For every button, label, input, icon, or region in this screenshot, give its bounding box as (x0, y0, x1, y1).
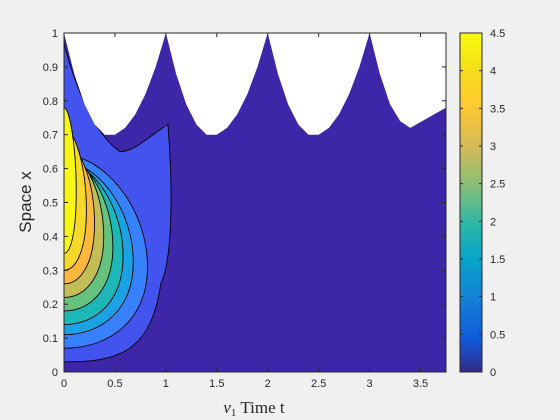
x-tick-label: 0.5 (107, 378, 122, 390)
y-tick-label: 0.4 (43, 231, 58, 243)
contour-band-9 (64, 107, 77, 254)
x-tick-label: 1 (163, 378, 169, 390)
x-tick-label: 1.5 (209, 378, 224, 390)
y-tick-label: 0 (52, 367, 58, 379)
y-tick-label: 0.2 (43, 299, 58, 311)
y-tick-label: 0.8 (43, 96, 58, 108)
y-tick-label: 1 (52, 28, 58, 40)
colorbar-tick-label: 2 (490, 216, 496, 228)
x-axis-ticks: 0 0.5 1 1.5 2 2.5 3 3.5 (61, 33, 428, 390)
y-tick-label: 0.6 (43, 164, 58, 176)
colorbar-tick-label: 4.5 (490, 28, 505, 40)
colorbar-tick-label: 4 (490, 66, 496, 78)
x-tick-label: 2.5 (311, 378, 326, 390)
colorbar-tick-label: 2.5 (490, 179, 505, 191)
colorbar-tick-label: 3.5 (490, 103, 505, 115)
colorbar-tick-label: 3 (490, 141, 496, 153)
x-tick-label: 2 (265, 378, 271, 390)
x-axis-label: v1 Time t (223, 398, 285, 419)
colorbar-tick-label: 1.5 (490, 254, 505, 266)
y-tick-label: 0.3 (43, 265, 58, 277)
y-tick-label: 0.7 (43, 130, 58, 142)
x-tick-label: 3 (367, 378, 373, 390)
colorbar-tick-label: 0 (490, 367, 496, 379)
x-tick-label: 3.5 (413, 378, 428, 390)
y-axis-ticks: 0 0.1 0.2 0.3 0.4 0.5 0.6 0.7 0.8 0.9 1 (43, 28, 446, 379)
x-tick-label: 0 (61, 378, 67, 390)
colorbar (459, 32, 483, 373)
y-tick-label: 0.9 (43, 62, 58, 74)
y-tick-label: 0.1 (43, 333, 58, 345)
colorbar-tick-label: 1 (490, 292, 496, 304)
y-axis-label: Space x (16, 171, 35, 233)
colorbar-ticks: 0 0.5 1 1.5 2 2.5 3 3.5 4 4.5 (460, 28, 505, 379)
colorbar-tick-label: 0.5 (490, 329, 505, 341)
y-tick-label: 0.5 (43, 198, 58, 210)
